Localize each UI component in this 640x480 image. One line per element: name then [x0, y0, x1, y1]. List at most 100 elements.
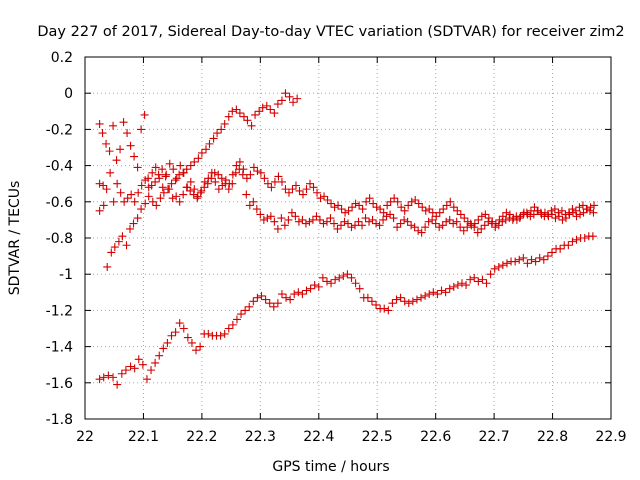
data-point [137, 125, 146, 134]
data-point [568, 205, 577, 214]
data-point [113, 380, 122, 389]
data-point [141, 199, 150, 208]
data-point [556, 244, 565, 253]
data-point [126, 141, 135, 150]
data-point [209, 134, 218, 143]
data-point [462, 281, 471, 290]
data-point [159, 344, 168, 353]
data-point [204, 174, 213, 183]
data-point [393, 197, 402, 206]
data-point [120, 197, 129, 206]
data-point [445, 284, 454, 293]
data-point [109, 373, 118, 382]
data-point [270, 109, 279, 118]
data-point [205, 139, 214, 148]
data-point [213, 129, 222, 138]
data-point [505, 210, 514, 219]
data-point [148, 197, 157, 206]
data-point [379, 208, 388, 217]
data-point [306, 284, 315, 293]
data-point [249, 197, 258, 206]
data-point [572, 212, 581, 221]
data-point [484, 214, 493, 223]
data-point [481, 210, 490, 219]
x-tick-label: 22.8 [537, 429, 568, 445]
data-point [579, 208, 588, 217]
series-track-d [95, 157, 599, 230]
x-tick-label: 22.5 [362, 429, 393, 445]
data-point [151, 358, 160, 367]
data-point [98, 129, 107, 138]
data-point [107, 248, 116, 257]
data-point [253, 167, 262, 176]
data-point [334, 201, 343, 210]
data-point [403, 217, 412, 226]
data-point [368, 215, 377, 224]
data-point [390, 194, 399, 203]
data-point [144, 192, 153, 201]
data-point [333, 224, 342, 233]
data-point [457, 279, 466, 288]
data-point [396, 219, 405, 228]
data-point [126, 362, 135, 371]
data-point [179, 324, 188, 333]
data-point [99, 373, 108, 382]
data-point [340, 217, 349, 226]
data-point [152, 201, 161, 210]
grid [85, 57, 611, 419]
data-point [386, 210, 395, 219]
data-point [258, 103, 267, 112]
y-tick-label: -1.8 [46, 412, 73, 428]
data-point [200, 177, 209, 186]
data-point [242, 190, 251, 199]
data-point [414, 199, 423, 208]
data-point [282, 293, 291, 302]
data-point [411, 195, 420, 204]
data-point [289, 98, 298, 107]
data-point [554, 208, 563, 217]
data-point [372, 203, 381, 212]
data-point [274, 172, 283, 181]
data-point [543, 252, 552, 261]
data-point [547, 206, 556, 215]
data-point [127, 190, 136, 199]
data-point [407, 221, 416, 230]
data-point [313, 188, 322, 197]
data-point [432, 212, 441, 221]
data-point [309, 183, 318, 192]
data-point [351, 199, 360, 208]
data-point [348, 203, 357, 212]
data-point [237, 310, 246, 319]
data-point [308, 215, 317, 224]
data-point [207, 168, 216, 177]
data-point [291, 212, 300, 221]
y-axis-label: SDTVAR / TECUs [7, 181, 23, 296]
data-point [564, 241, 573, 250]
data-point [540, 208, 549, 217]
data-point [228, 170, 237, 179]
data-point [442, 201, 451, 210]
data-point [260, 174, 269, 183]
data-point [232, 161, 241, 170]
data-point [155, 351, 164, 360]
data-point [175, 319, 184, 328]
data-point [578, 201, 587, 210]
data-point [232, 315, 241, 324]
data-point [269, 302, 278, 311]
data-point [263, 179, 272, 188]
data-point [473, 228, 482, 237]
data-point [163, 338, 172, 347]
data-point [470, 273, 479, 282]
data-point [431, 219, 440, 228]
data-point [512, 215, 521, 224]
data-point [243, 116, 252, 125]
data-point [442, 217, 451, 226]
data-point [301, 219, 310, 228]
data-point [238, 170, 247, 179]
data-point [386, 197, 395, 206]
data-point [165, 159, 174, 168]
data-point [262, 101, 271, 110]
data-point [186, 161, 195, 170]
data-point [358, 205, 367, 214]
data-point [449, 282, 458, 291]
